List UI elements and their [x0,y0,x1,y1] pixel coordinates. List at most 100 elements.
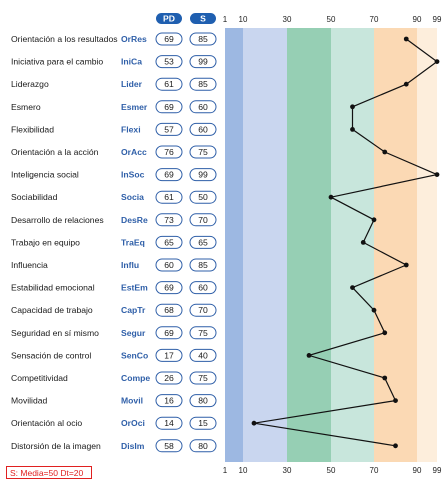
row-code: EstEm [121,283,148,293]
profile-point [382,149,388,155]
competency-row: Orientación a la acción OrAcc 76 75 [11,145,217,159]
top-tick-label: 99 [433,15,442,24]
row-code: Esmer [121,102,148,112]
profile-point [434,59,440,64]
pd-score: 73 [164,215,174,225]
competency-row: Influencia Influ 60 85 [11,258,217,272]
bottom-tick-label: 10 [239,466,248,475]
pd-score-pill [155,439,183,453]
row-code: Lider [121,79,143,89]
competency-row: Trabajo en equipo TraEq 65 65 [11,235,217,249]
competency-row: Orientación a los resultados OrRes 69 85 [11,32,217,46]
top-tick-label: 30 [283,15,292,24]
pd-score-pill [155,32,183,46]
s-score: 50 [198,192,208,202]
row-label: Competitividad [11,373,68,383]
row-label: Inteligencia social [11,170,79,180]
row-label: Trabajo en equipo [11,237,80,247]
score-band [287,28,331,462]
pd-score: 53 [164,57,174,67]
pd-score: 69 [164,34,174,44]
s-score-pill [189,55,217,69]
s-score: 75 [198,328,208,338]
row-label: Influencia [11,260,48,270]
row-code: OrOci [121,418,145,428]
row-code: Segur [121,328,146,338]
row-code: TraEq [121,237,145,247]
s-score-pill [189,32,217,46]
competency-row: Distorsión de la imagen DisIm 58 80 [11,439,217,453]
s-score: 99 [198,170,208,180]
row-label: Orientación a la acción [11,147,99,157]
row-code: Compe [121,373,150,383]
row-code: Socia [121,192,144,202]
column-headers: PD S [156,13,216,24]
s-score-pill [189,100,217,114]
profile-point [403,36,409,42]
s-score: 75 [198,147,208,157]
row-label: Iniciativa para el cambio [11,57,103,67]
profile-point [393,398,398,403]
s-score: 80 [198,396,208,406]
competency-row: Liderazgo Lider 61 85 [11,77,217,91]
competency-row: Esmero Esmer 69 60 [11,100,217,114]
row-label: Orientación a los resultados [11,34,118,44]
row-code: InSoc [121,170,145,180]
pd-score-pill [155,416,183,430]
s-score-pill [189,145,217,159]
pd-score-pill [155,394,183,408]
score-band [374,28,417,462]
s-score-pill [189,213,217,227]
pd-score: 26 [164,373,174,383]
score-band [417,28,437,462]
profile-point [382,375,388,381]
profile-line-group [251,36,440,449]
s-score: 85 [198,79,208,89]
pd-score: 65 [164,237,174,247]
row-label: Liderazgo [11,79,49,89]
row-code: OrAcc [121,147,147,157]
profile-point [434,172,440,178]
pd-score-pill [155,145,183,159]
s-score-pill [189,348,217,362]
competency-row: Movilidad Movil 16 80 [11,394,217,408]
bottom-tick-label: 99 [433,466,442,475]
s-score: 70 [198,215,208,225]
top-tick-label: 70 [370,15,379,24]
top-tick-label: 50 [327,15,336,24]
top-tick-label: 10 [239,15,248,24]
row-label: Esmero [11,102,41,112]
competency-row: Sociabilidad Socia 61 50 [11,190,217,204]
pd-score: 17 [164,350,174,360]
profile-point [371,217,377,223]
top-tick-labels: 1 10 30 50 70 90 99 [223,15,442,24]
s-score: 60 [198,102,208,112]
bottom-tick-label: 90 [413,466,422,475]
row-code: CapTr [121,305,146,315]
row-label: Flexibilidad [11,124,54,134]
profile-point [403,81,409,87]
s-score: 60 [198,283,208,293]
pd-score-pill [155,190,183,204]
row-code: Influ [121,260,139,270]
bottom-tick-label: 1 [223,466,228,475]
competency-row: Orientación al ocio OrOci 14 15 [11,416,217,430]
row-label: Seguridad en sí mismo [11,328,99,338]
pd-score: 16 [164,396,174,406]
s-score-pill [189,371,217,385]
profile-point [350,126,355,132]
pd-header-pill [156,13,182,24]
competency-row: Flexibilidad Flexi 57 60 [11,122,217,136]
pd-score-pill [155,348,183,362]
profile-point [382,330,388,336]
pd-score: 76 [164,147,174,157]
bottom-tick-label: 50 [327,466,336,475]
s-score: 40 [198,350,208,360]
s-score: 15 [198,418,208,428]
competency-row: Competitividad Compe 26 75 [11,371,217,385]
profile-point [306,353,312,358]
competency-row: Desarrollo de relaciones DesRe 73 70 [11,213,217,227]
score-bands [225,28,437,462]
pd-score-pill [155,281,183,295]
s-header-pill [190,13,216,24]
